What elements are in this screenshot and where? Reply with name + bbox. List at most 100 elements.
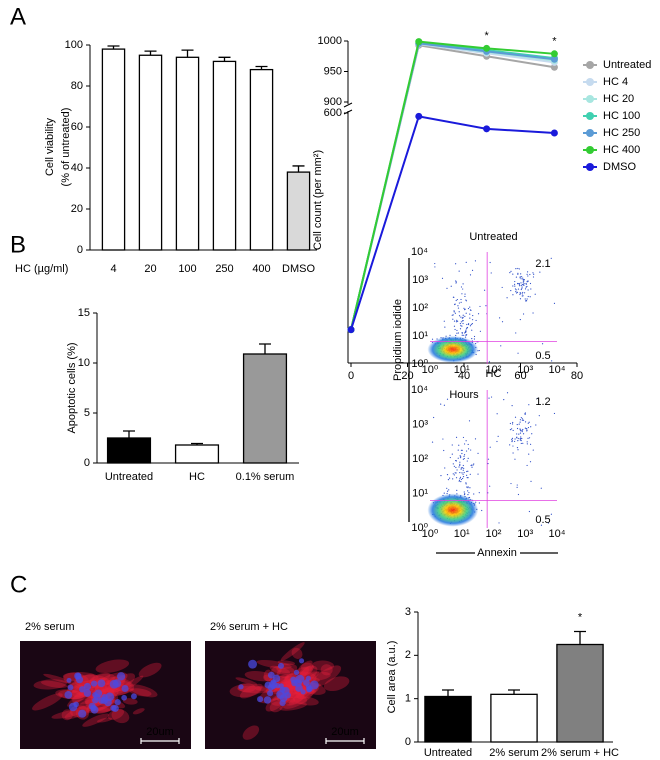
nucleus <box>98 697 105 704</box>
event-dot <box>520 282 522 284</box>
event-dot <box>470 323 472 326</box>
event-dot <box>461 467 464 469</box>
event-dot <box>462 477 464 480</box>
event-dot <box>457 457 459 459</box>
nucleus <box>248 659 258 669</box>
event-dot <box>446 492 448 495</box>
event-dot <box>532 272 534 274</box>
event-dot <box>517 267 519 270</box>
event-dot <box>490 272 492 274</box>
cytoskeleton <box>107 708 125 720</box>
x-tick-label: 10³ <box>517 528 533 540</box>
event-dot <box>477 313 480 315</box>
event-dot <box>516 486 518 488</box>
event-dot <box>515 332 517 334</box>
event-dot <box>509 272 511 274</box>
event-dot <box>547 522 550 524</box>
scale-bar <box>325 738 365 744</box>
event-dot <box>522 433 525 435</box>
event-dot <box>528 453 530 455</box>
event-dot <box>521 283 523 286</box>
event-dot <box>466 326 469 329</box>
event-dot <box>522 419 525 421</box>
x-tick-label: Untreated <box>105 471 153 483</box>
event-dot <box>455 282 457 284</box>
x-tick-label: 10¹ <box>454 364 470 376</box>
event-dot <box>526 430 528 432</box>
event-dot <box>456 332 458 334</box>
quadrant-value: 0.5 <box>535 514 550 526</box>
event-dot <box>459 476 462 478</box>
event-dot <box>520 278 522 280</box>
series-marker <box>550 129 558 137</box>
nucleus <box>97 679 106 688</box>
event-dot <box>550 257 552 259</box>
x-tick-label: 400 <box>252 263 270 275</box>
event-dot <box>517 437 519 440</box>
event-dot <box>454 312 456 314</box>
nucleus <box>83 682 92 691</box>
event-dot <box>472 464 474 466</box>
cytoskeleton <box>235 677 258 686</box>
nucleus <box>109 679 119 689</box>
event-dot <box>464 308 466 310</box>
plot-title: Untreated <box>469 231 517 243</box>
x-tick-label: 10³ <box>517 364 533 376</box>
y-tick-label: 10⁴ <box>411 384 428 396</box>
bar <box>490 693 538 743</box>
event-dot <box>431 441 434 443</box>
event-dot <box>471 319 474 321</box>
event-dot <box>440 403 442 405</box>
event-dot <box>523 282 525 285</box>
event-dot <box>526 285 528 288</box>
event-dot <box>467 307 470 310</box>
event-dot <box>517 272 519 274</box>
x-tick-label: 10² <box>486 528 502 540</box>
nucleus <box>295 684 303 692</box>
error-bar <box>259 343 271 354</box>
event-dot <box>519 438 521 440</box>
event-dot <box>520 276 523 278</box>
event-dot <box>455 280 457 282</box>
event-dot <box>462 319 464 322</box>
event-dot <box>498 522 500 524</box>
event-dot <box>516 447 519 449</box>
nucleus <box>116 672 126 681</box>
nucleus <box>303 679 310 686</box>
event-dot <box>520 442 522 445</box>
event-dot <box>511 428 513 430</box>
event-dot <box>474 260 477 262</box>
event-dot <box>459 323 462 325</box>
event-dot <box>444 326 446 328</box>
density-plot <box>427 392 556 527</box>
event-dot <box>469 325 472 327</box>
event-dot <box>467 494 469 496</box>
event-dot <box>540 524 543 526</box>
event-dot <box>455 334 457 337</box>
annotation: * <box>484 30 489 42</box>
event-dot <box>477 452 479 454</box>
scale-bar-label: 20um <box>331 726 359 738</box>
event-dot <box>518 268 520 270</box>
event-dot <box>519 293 521 296</box>
event-dot <box>489 261 491 264</box>
event-dot <box>527 275 529 277</box>
cytoskeleton <box>51 709 84 719</box>
event-dot <box>503 399 505 401</box>
event-dot <box>453 320 456 322</box>
bar <box>175 56 200 251</box>
event-dot <box>529 443 532 445</box>
cytoskeleton <box>95 659 130 673</box>
event-dot <box>527 289 529 291</box>
nucleus <box>88 702 96 710</box>
legend-label: HC 400 <box>603 144 640 156</box>
event-dot <box>525 282 527 285</box>
cytoskeleton <box>298 662 314 676</box>
event-dot <box>452 296 455 298</box>
bar <box>106 437 152 464</box>
event-dot <box>455 472 457 474</box>
series-marker <box>415 112 423 120</box>
event-dot <box>478 492 480 494</box>
cytoskeleton <box>229 683 262 698</box>
event-dot <box>451 453 453 455</box>
